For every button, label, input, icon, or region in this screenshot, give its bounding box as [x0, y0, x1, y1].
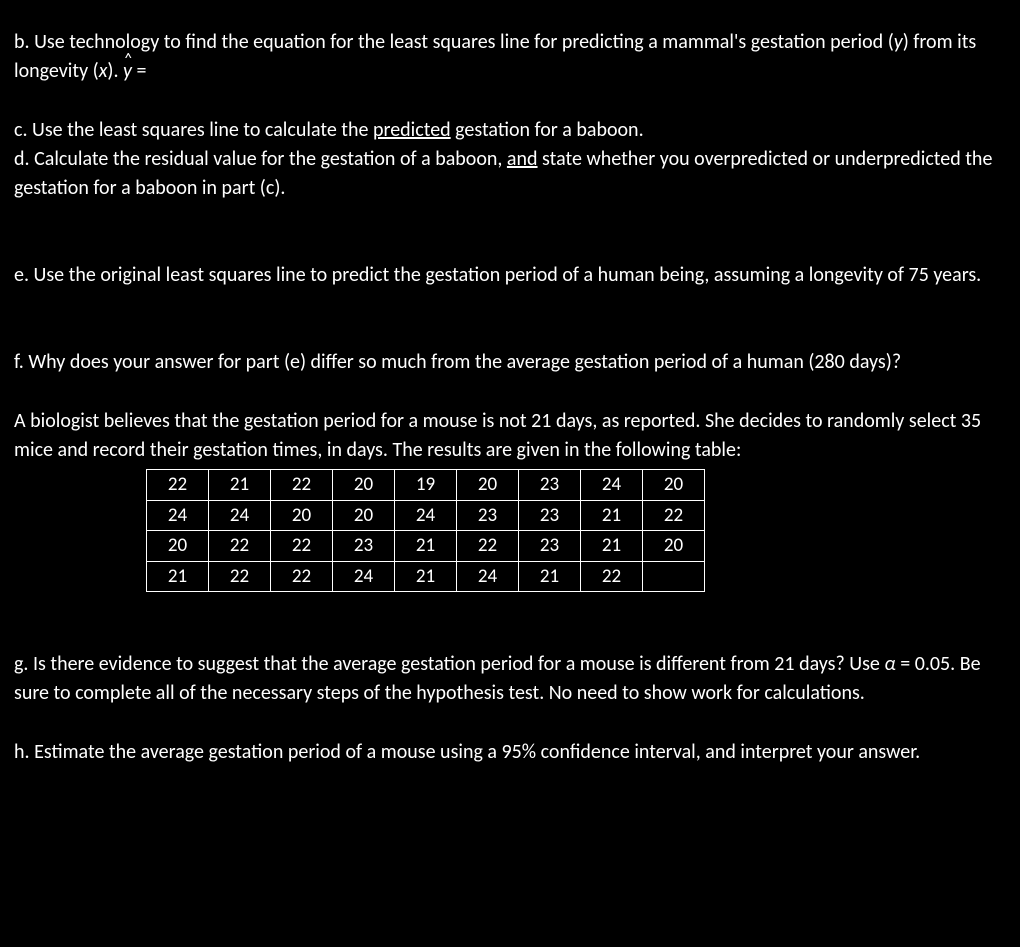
question-h: h. Estimate the average gestation period… — [14, 738, 1006, 767]
table-cell: 22 — [209, 531, 271, 562]
question-d: d. Calculate the residual value for the … — [14, 145, 1006, 203]
table-cell: 23 — [457, 500, 519, 531]
table-cell: 24 — [395, 500, 457, 531]
table-cell: 21 — [395, 561, 457, 592]
text: gestation for a baboon. — [451, 118, 644, 142]
y-hat: y — [123, 57, 132, 86]
table-cell: 24 — [333, 561, 395, 592]
table-cell: 24 — [581, 470, 643, 501]
table-cell: 23 — [333, 531, 395, 562]
table-cell: 24 — [209, 500, 271, 531]
table-row: 2122222421242122 — [147, 561, 705, 592]
table-cell: 22 — [271, 561, 333, 592]
table-cell: 21 — [209, 470, 271, 501]
table-cell: 20 — [333, 470, 395, 501]
table-cell: 23 — [519, 500, 581, 531]
question-f: f. Why does your answer for part (e) dif… — [14, 348, 1006, 377]
table-cell: 23 — [519, 470, 581, 501]
table-row: 242420202423232122 — [147, 500, 705, 531]
table-cell: 22 — [271, 470, 333, 501]
table-cell — [643, 561, 705, 592]
table-cell: 21 — [147, 561, 209, 592]
table-cell: 22 — [209, 561, 271, 592]
question-g: g. Is there evidence to suggest that the… — [14, 650, 1006, 708]
table-cell: 23 — [519, 531, 581, 562]
table-cell: 20 — [147, 531, 209, 562]
table-cell: 20 — [333, 500, 395, 531]
text: b. Use technology to find the equation f… — [14, 30, 894, 54]
var-y: y — [894, 30, 903, 54]
alpha: α — [884, 652, 895, 676]
table-cell: 21 — [581, 500, 643, 531]
gestation-table: 2221222019202324202424202024232321222022… — [146, 469, 705, 592]
table-row: 222122201920232420 — [147, 470, 705, 501]
table-cell: 20 — [457, 470, 519, 501]
text: d. Calculate the residual value for the … — [14, 147, 507, 171]
text: e. Use the original least squares line t… — [14, 263, 981, 287]
table-cell: 20 — [271, 500, 333, 531]
question-b: b. Use technology to find the equation f… — [14, 28, 1006, 86]
table-row: 202222232122232120 — [147, 531, 705, 562]
question-e: e. Use the original least squares line t… — [14, 261, 1006, 290]
table-cell: 24 — [147, 500, 209, 531]
table-cell: 19 — [395, 470, 457, 501]
text: g. Is there evidence to suggest that the… — [14, 652, 884, 676]
table-cell: 21 — [519, 561, 581, 592]
table-cell: 21 — [395, 531, 457, 562]
text: ). — [107, 59, 123, 83]
table-cell: 21 — [581, 531, 643, 562]
table-cell: 20 — [643, 470, 705, 501]
text: A biologist believes that the gestation … — [14, 409, 981, 462]
table-cell: 22 — [643, 500, 705, 531]
equals: = — [132, 59, 146, 83]
intro-paragraph: A biologist believes that the gestation … — [14, 407, 1006, 465]
alpha-value: = 0.05 — [896, 652, 950, 676]
table-cell: 22 — [271, 531, 333, 562]
table-cell: 24 — [457, 561, 519, 592]
table-cell: 22 — [457, 531, 519, 562]
table-cell: 22 — [147, 470, 209, 501]
predicted-underline: predicted — [373, 118, 451, 142]
text: f. Why does your answer for part (e) dif… — [14, 350, 901, 374]
text: c. Use the least squares line to calcula… — [14, 118, 373, 142]
text: h. Estimate the average gestation period… — [14, 740, 920, 764]
and-underline: and — [507, 147, 538, 171]
table-cell: 22 — [581, 561, 643, 592]
table-cell: 20 — [643, 531, 705, 562]
question-c: c. Use the least squares line to calcula… — [14, 116, 1006, 145]
